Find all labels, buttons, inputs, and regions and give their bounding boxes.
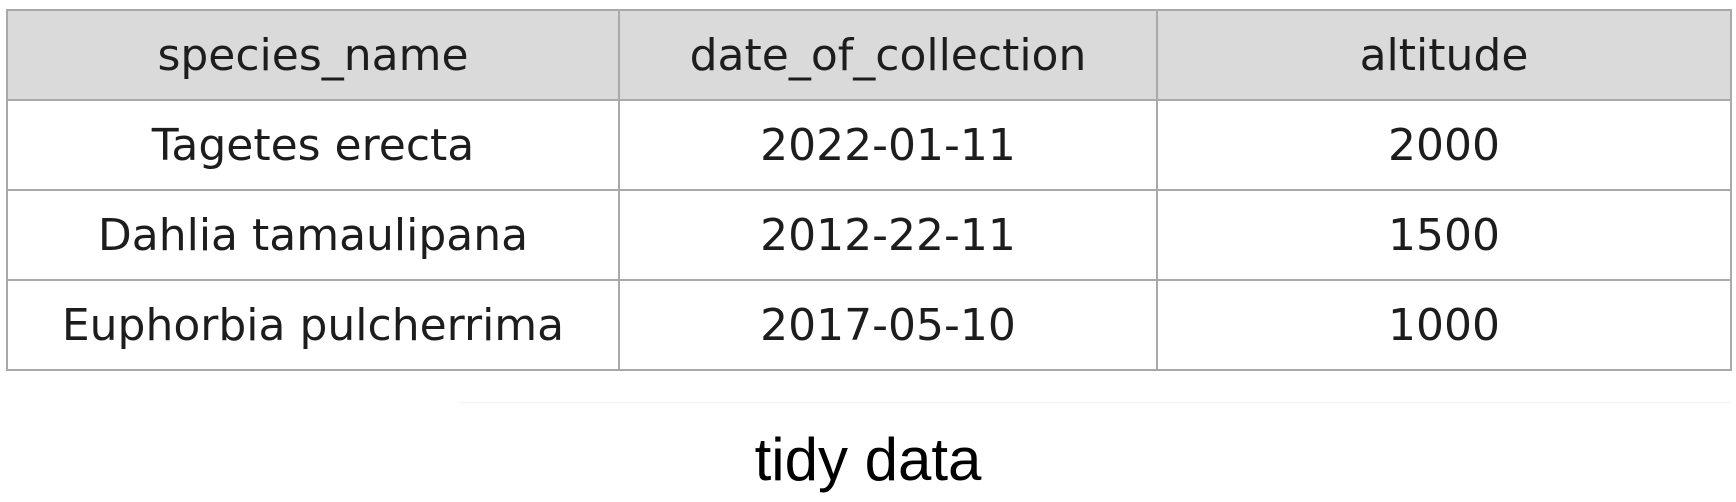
table-row: Euphorbia pulcherrima 2017-05-10 1000 bbox=[6, 279, 1732, 371]
cell-altitude: 1500 bbox=[1156, 189, 1732, 281]
cell-date-of-collection: 2022-01-11 bbox=[618, 99, 1158, 191]
cell-species-name: Dahlia tamaulipana bbox=[6, 189, 620, 281]
divider bbox=[460, 402, 1730, 403]
cell-altitude: 2000 bbox=[1156, 99, 1732, 191]
table-row: Tagetes erecta 2022-01-11 2000 bbox=[6, 99, 1732, 191]
cell-species-name: Tagetes erecta bbox=[6, 99, 620, 191]
cell-species-name: Euphorbia pulcherrima bbox=[6, 279, 620, 371]
data-table-container: species_name date_of_collection altitude… bbox=[6, 9, 1732, 371]
column-header-date-of-collection: date_of_collection bbox=[618, 9, 1158, 101]
data-table: species_name date_of_collection altitude… bbox=[6, 9, 1732, 371]
caption: tidy data bbox=[754, 426, 982, 493]
cell-date-of-collection: 2012-22-11 bbox=[618, 189, 1158, 281]
cell-altitude: 1000 bbox=[1156, 279, 1732, 371]
column-header-altitude: altitude bbox=[1156, 9, 1732, 101]
cell-date-of-collection: 2017-05-10 bbox=[618, 279, 1158, 371]
column-header-species-name: species_name bbox=[6, 9, 620, 101]
table-row: Dahlia tamaulipana 2012-22-11 1500 bbox=[6, 189, 1732, 281]
table-header-row: species_name date_of_collection altitude bbox=[6, 9, 1732, 101]
